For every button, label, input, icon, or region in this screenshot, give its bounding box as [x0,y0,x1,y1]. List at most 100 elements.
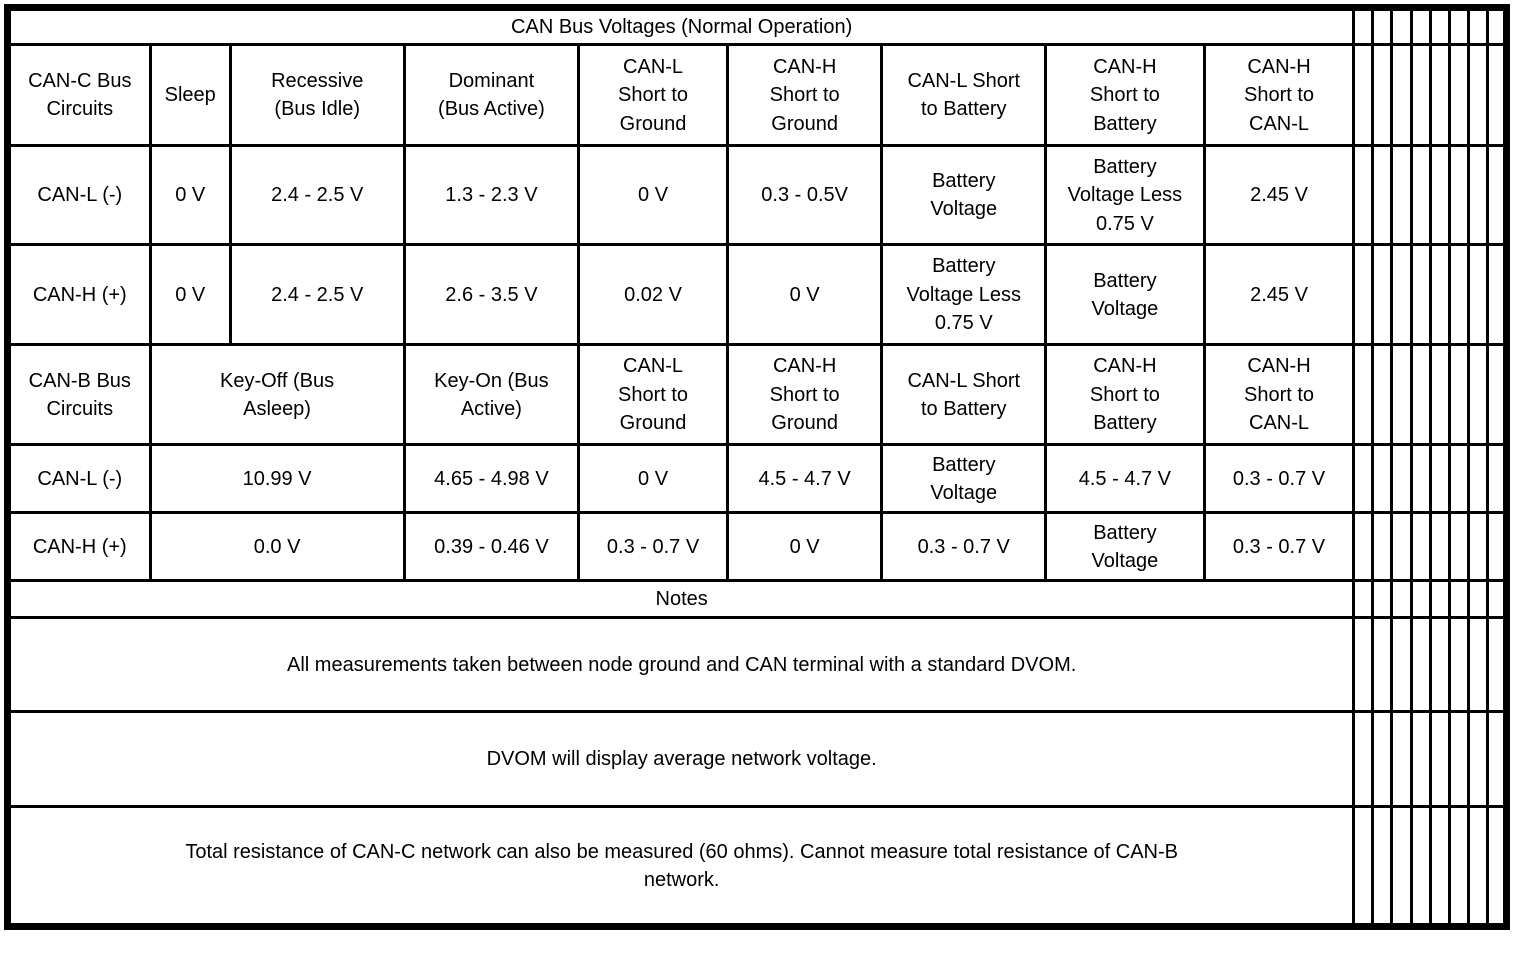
empty-cell [1466,5,1489,47]
header-cell: CAN-L Short to Battery [880,43,1048,148]
empty-cell [1428,43,1451,148]
empty-cell [1428,343,1451,447]
empty-cell [1466,805,1489,929]
empty-cell [1466,511,1489,583]
empty-cell [1352,511,1375,583]
header-cell: Recessive (Bus Idle) [228,43,406,148]
empty-cell [1447,579,1470,620]
empty-cell [1409,710,1432,809]
value-cell: Battery Voltage [880,443,1048,515]
note-row: Total resistance of CAN-C network can al… [5,805,1509,929]
empty-cell [1447,5,1470,47]
header-cell: Sleep [148,43,232,148]
empty-cell [1466,710,1489,809]
empty-cell [1466,243,1489,347]
empty-cell [1352,43,1375,148]
row-label: CAN-H (+) [6,243,152,347]
value-cell: 4.5 - 4.7 V [725,443,884,515]
header-cell: Key-On (Bus Active) [402,343,581,447]
empty-cell [1371,710,1394,809]
value-cell: Battery Voltage Less 0.75 V [880,243,1048,347]
empty-cell [1390,511,1413,583]
can-bus-voltage-table: CAN Bus Voltages (Normal Operation) CAN-… [4,4,1510,931]
empty-cell [1371,616,1394,714]
can-b-can-h-row: CAN-H (+) 0.0 V 0.39 - 0.46 V 0.3 - 0.7 … [6,511,1509,583]
header-cell: CAN-L Short to Ground [577,343,729,447]
empty-cell [1409,43,1432,148]
header-cell: CAN-H Short to CAN-L [1202,43,1356,148]
empty-cell [1352,5,1375,47]
empty-cell [1371,144,1394,247]
header-cell: CAN-H Short to Battery [1044,343,1206,447]
empty-cell [1485,5,1509,47]
value-cell: 2.45 V [1202,144,1356,247]
note-row: All measurements taken between node grou… [5,616,1509,714]
value-cell: 0.3 - 0.7 V [577,511,729,583]
header-cell: CAN-H Short to Ground [725,343,884,447]
value-cell: 2.6 - 3.5 V [402,243,581,347]
empty-cell [1485,243,1509,347]
empty-cell [1371,343,1394,447]
row-label: CAN-L (-) [6,443,152,515]
note-text: DVOM will display average network voltag… [5,710,1356,809]
empty-cell [1485,343,1509,447]
value-cell: Battery Voltage [880,144,1048,247]
value-cell: 2.4 - 2.5 V [228,144,406,247]
empty-cell [1447,511,1470,583]
header-cell: Key-Off (Bus Asleep) [148,343,406,447]
row-label: CAN-H (+) [6,511,152,583]
empty-cell [1466,43,1489,148]
empty-cell [1447,243,1470,347]
header-cell: CAN-H Short to Battery [1044,43,1206,148]
value-cell: 2.45 V [1202,243,1356,347]
empty-cell [1352,710,1375,809]
can-b-can-l-row: CAN-L (-) 10.99 V 4.65 - 4.98 V 0 V 4.5 … [6,443,1509,515]
value-cell: 0 V [577,144,729,247]
empty-cell [1371,805,1394,929]
value-cell: Battery Voltage [1044,243,1206,347]
header-cell: CAN-L Short to Ground [577,43,729,148]
empty-cell [1390,243,1413,347]
empty-cell [1428,144,1451,247]
value-cell: 0.3 - 0.5V [725,144,884,247]
value-cell: 0.02 V [577,243,729,347]
notes-header-row: Notes [5,579,1509,620]
empty-cell [1409,616,1432,714]
value-cell: 0.3 - 0.7 V [880,511,1048,583]
empty-cell [1409,144,1432,247]
can-b-header-row: CAN-B Bus Circuits Key-Off (Bus Asleep) … [6,343,1509,447]
header-cell: CAN-H Short to CAN-L [1202,343,1356,447]
value-cell: 0 V [725,243,884,347]
empty-cell [1447,616,1470,714]
empty-cell [1428,443,1451,515]
empty-cell [1447,443,1470,515]
empty-cell [1447,144,1470,247]
empty-cell [1352,243,1375,347]
empty-cell [1485,144,1509,247]
value-cell: 0 V [577,443,729,515]
can-c-can-h-row: CAN-H (+) 0 V 2.4 - 2.5 V 2.6 - 3.5 V 0.… [6,243,1509,347]
header-cell: CAN-L Short to Battery [880,343,1048,447]
empty-cell [1352,343,1375,447]
row-label: CAN-L (-) [6,144,152,247]
empty-cell [1352,616,1375,714]
empty-cell [1428,616,1451,714]
empty-cell [1485,443,1509,515]
empty-cell [1485,579,1509,620]
note-row: DVOM will display average network voltag… [5,710,1509,809]
title-row: CAN Bus Voltages (Normal Operation) [5,5,1509,47]
empty-cell [1371,5,1394,47]
empty-cell [1352,805,1375,929]
notes-title: Notes [5,579,1356,620]
value-cell: 0 V [148,243,232,347]
value-cell: 4.65 - 4.98 V [402,443,581,515]
empty-cell [1390,710,1413,809]
empty-cell [1409,5,1432,47]
empty-cell [1390,805,1413,929]
empty-cell [1390,343,1413,447]
empty-cell [1447,43,1470,148]
empty-cell [1352,144,1375,247]
empty-cell [1371,579,1394,620]
value-cell: 0.3 - 0.7 V [1202,443,1356,515]
